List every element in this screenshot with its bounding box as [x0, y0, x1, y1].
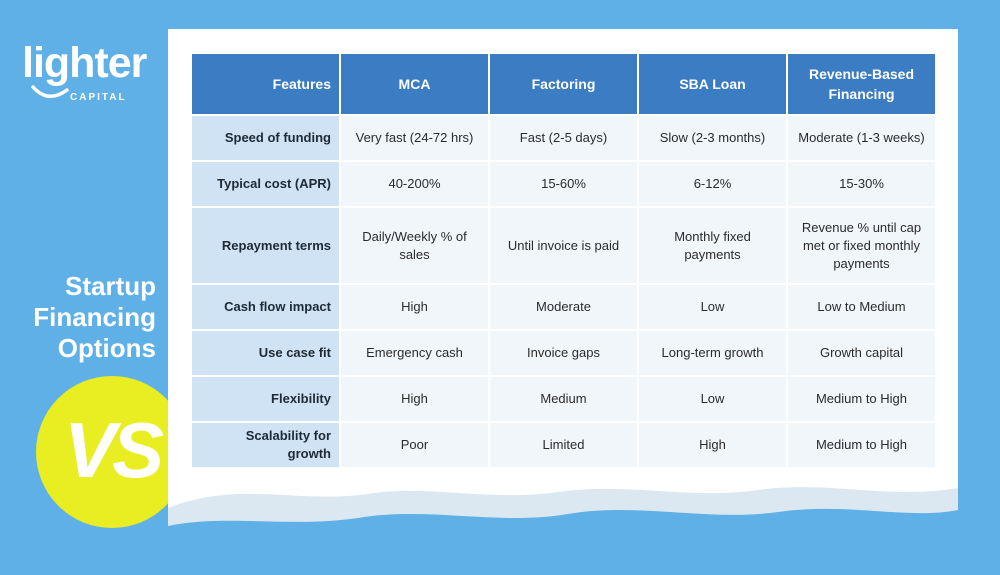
header-factoring: Factoring: [490, 54, 637, 114]
table-cell: Limited: [490, 423, 637, 467]
table-cell: 15-30%: [788, 162, 935, 206]
table-row: Use case fit Emergency cash Invoice gaps…: [192, 331, 935, 375]
table-cell: Until invoice is paid: [490, 208, 637, 283]
table-cell: Slow (2-3 months): [639, 116, 786, 160]
table-cell: Monthly fixed payments: [639, 208, 786, 283]
header-revenue-based-financing: Revenue-Based Financing: [788, 54, 935, 114]
table-cell: 6-12%: [639, 162, 786, 206]
logo-wordmark: lighter: [22, 39, 147, 87]
table-cell: High: [639, 423, 786, 467]
table-cell: Growth capital: [788, 331, 935, 375]
logo-subtitle: CAPITAL: [70, 92, 127, 103]
table-cell: Low: [639, 285, 786, 329]
feature-label: Speed of funding: [192, 116, 339, 160]
title-line-3: Options: [57, 333, 156, 363]
table-cell: Medium: [490, 377, 637, 421]
feature-label: Repayment terms: [192, 208, 339, 283]
header-mca: MCA: [341, 54, 488, 114]
header-sba-loan: SBA Loan: [639, 54, 786, 114]
table-cell: Low: [639, 377, 786, 421]
feature-label: Use case fit: [192, 331, 339, 375]
lighter-capital-logo: lighter CAPITAL: [22, 39, 147, 110]
header-features: Features: [192, 54, 339, 114]
vs-badge-circle: [36, 376, 188, 528]
vs-badge: VS: [34, 374, 190, 530]
table-row: Flexibility High Medium Low Medium to Hi…: [192, 377, 935, 421]
table-cell: Long-term growth: [639, 331, 786, 375]
table-row: Repayment terms Daily/Weekly % of sales …: [192, 208, 935, 283]
table-cell: Daily/Weekly % of sales: [341, 208, 488, 283]
feature-label: Flexibility: [192, 377, 339, 421]
table-cell: Moderate: [490, 285, 637, 329]
feature-label: Typical cost (APR): [192, 162, 339, 206]
table-cell: Poor: [341, 423, 488, 467]
table-cell: Emergency cash: [341, 331, 488, 375]
table-cell: Medium to High: [788, 377, 935, 421]
feature-label: Cash flow impact: [192, 285, 339, 329]
title-line-1: Startup: [65, 271, 156, 301]
table-cell: Revenue % until cap met or fixed monthly…: [788, 208, 935, 283]
table-row: Scalability for growth Poor Limited High…: [192, 423, 935, 467]
page-title: Startup Financing Options: [14, 271, 156, 364]
torn-paper-edge: [168, 487, 958, 551]
feature-label: Scalability for growth: [192, 423, 339, 467]
table-cell: Medium to High: [788, 423, 935, 467]
table-cell: High: [341, 285, 488, 329]
table-header-row: Features MCA Factoring SBA Loan Revenue-…: [192, 54, 935, 114]
logo-smile-icon: [31, 85, 69, 98]
table-cell: 15-60%: [490, 162, 637, 206]
table-row: Typical cost (APR) 40-200% 15-60% 6-12% …: [192, 162, 935, 206]
table-cell: High: [341, 377, 488, 421]
table-cell: 40-200%: [341, 162, 488, 206]
vs-badge-text: VS: [63, 406, 164, 494]
comparison-table: Features MCA Factoring SBA Loan Revenue-…: [190, 52, 937, 469]
table-cell: Fast (2-5 days): [490, 116, 637, 160]
table-cell: Invoice gaps: [490, 331, 637, 375]
table-row: Cash flow impact High Moderate Low Low t…: [192, 285, 935, 329]
table-cell: Moderate (1-3 weeks): [788, 116, 935, 160]
table-cell: Very fast (24-72 hrs): [341, 116, 488, 160]
table-row: Speed of funding Very fast (24-72 hrs) F…: [192, 116, 935, 160]
table-cell: Low to Medium: [788, 285, 935, 329]
title-line-2: Financing: [33, 302, 156, 332]
